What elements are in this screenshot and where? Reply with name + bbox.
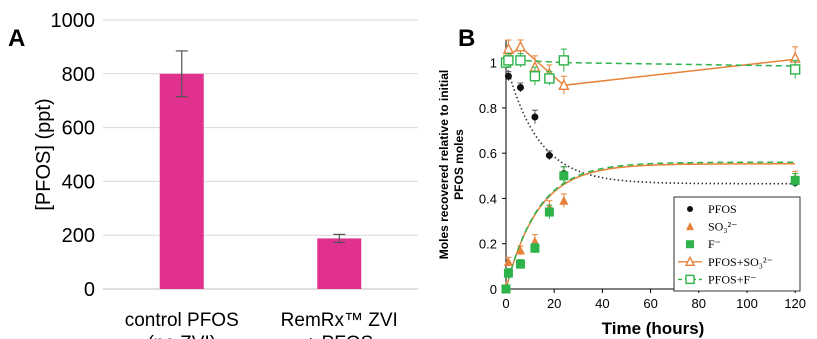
series-1-point-5 <box>559 195 569 205</box>
error-bar-0 <box>175 50 188 98</box>
panel-b-data-points <box>500 39 801 294</box>
panel-b-y-ticks: 0 0.2 0.4 0.6 0.8 1 <box>479 56 506 297</box>
x-tick-label-1: 20 <box>547 296 561 311</box>
series-2-point-6 <box>790 175 800 185</box>
series-3-point-2 <box>514 40 527 52</box>
series-4-point-4 <box>544 73 555 84</box>
series-4-point-2 <box>515 55 526 66</box>
x-tick-label-0: control PFOS (no ZVI) <box>125 310 239 339</box>
panel-a-y-ticks: 0 200 400 600 800 1000 <box>51 10 96 301</box>
panel-a-bars <box>159 50 362 289</box>
series-2-point-5 <box>559 171 569 181</box>
fit-curve-0 <box>505 62 796 185</box>
series-0-point-1 <box>504 72 512 80</box>
x-tick-label-2: 40 <box>595 296 609 311</box>
fit-curve-1 <box>505 163 796 290</box>
series-1-point-1 <box>503 256 513 266</box>
panel-a-label: A <box>8 25 25 52</box>
panel-b-label: B <box>458 25 475 52</box>
legend-box <box>673 196 801 292</box>
y-axis-label-line-1: PFOS moles <box>452 129 466 200</box>
y-tick-label-5: 1 <box>490 56 497 71</box>
fit-curve-4 <box>505 59 796 67</box>
error-bar-1 <box>333 233 346 244</box>
series-1-point-2 <box>515 245 525 255</box>
legend-marker-4 <box>685 274 695 285</box>
panel-a-x-ticks: control PFOS (no ZVI) RemRx™ ZVI + PFOS <box>125 310 398 339</box>
x-tick-label-4: 80 <box>692 296 706 311</box>
legend-label-0: PFOS <box>708 202 737 216</box>
series-0-point-4 <box>545 151 553 159</box>
series-2-point-1 <box>503 268 513 278</box>
legend-marker-1 <box>686 222 694 231</box>
x-tick-label-0-line-1: (no ZVI) <box>147 333 216 339</box>
legend-marker-3 <box>684 255 696 266</box>
x-tick-label-1-line-0: RemRx™ ZVI <box>281 310 398 331</box>
x-tick-label-1-line-1: + PFOS <box>305 333 373 339</box>
x-tick-label-0-line-0: control PFOS <box>125 310 239 331</box>
y-tick-label-4: 0.8 <box>479 101 497 116</box>
y-tick-label-1: 0.2 <box>479 237 497 252</box>
panel-a-y-axis-label: [PFOS] (ppt) <box>33 98 55 210</box>
series-0-point-3 <box>531 113 539 121</box>
panel-b-legend: PFOS SO₃²⁻ F⁻ PFOS+SO₃²⁻ PFOS+F⁻ <box>673 196 801 292</box>
series-2-point-4 <box>544 207 554 217</box>
series-3 <box>500 39 801 95</box>
y-axis-label-text: Moles recovered relative to initialPFOS … <box>437 70 466 259</box>
legend-marker-0 <box>687 206 693 212</box>
y-tick-label-2: 400 <box>62 171 95 193</box>
panel-b-x-axis-label: Time (hours) <box>602 319 705 338</box>
y-tick-label-3: 0.6 <box>479 146 497 161</box>
y-tick-label-1: 200 <box>62 225 95 247</box>
legend-marker-2 <box>686 240 694 249</box>
legend-label-2: F⁻ <box>708 237 721 251</box>
x-tick-label-0: 0 <box>502 296 509 311</box>
series-4-point-5 <box>558 55 570 66</box>
series-4-point-3 <box>529 71 541 82</box>
legend-label-4: PFOS+F⁻ <box>708 272 756 286</box>
x-tick-label-5: 100 <box>736 296 758 311</box>
panel-a: A 0 200 400 600 800 1000 [PFOS] (ppt) control… <box>8 10 418 339</box>
series-2-point-0 <box>501 284 511 294</box>
y-tick-label-3: 600 <box>62 118 95 140</box>
series-2 <box>501 166 800 294</box>
panel-b-y-axis-label: Moles recovered relative to initialPFOS … <box>437 70 466 259</box>
x-tick-label-6: 120 <box>784 296 806 311</box>
series-3-point-5 <box>558 78 570 90</box>
bar-1 <box>317 238 362 289</box>
y-tick-label-4: 800 <box>62 64 95 86</box>
x-tick-label-3: 60 <box>643 296 657 311</box>
series-1-point-3 <box>530 236 540 246</box>
legend-label-1: SO₃²⁻ <box>708 220 737 234</box>
series-3-point-1 <box>502 42 515 54</box>
series-4 <box>500 48 801 86</box>
y-tick-label-2: 0.4 <box>479 191 497 206</box>
panel-a-gridlines <box>103 19 418 290</box>
x-tick-label-1: RemRx™ ZVI + PFOS <box>281 310 398 339</box>
panel-b-x-ticks: 0 20 40 60 80 100 120 <box>502 289 806 311</box>
series-4-point-6 <box>789 64 801 75</box>
y-axis-label-line-0: Moles recovered relative to initial <box>437 70 451 259</box>
y-tick-label-5: 1000 <box>51 10 96 32</box>
y-tick-label-0: 0 <box>490 282 497 297</box>
fit-curve-2 <box>505 161 796 290</box>
series-4-point-1 <box>503 55 514 66</box>
series-2-point-2 <box>515 259 525 269</box>
legend-label-3: PFOS+SO₃²⁻ <box>708 255 773 269</box>
series-2-point-3 <box>530 243 540 253</box>
series-0-point-2 <box>516 84 524 92</box>
bar-0 <box>159 73 204 289</box>
panel-b: B 0 0.2 0.4 0.6 0.8 1 0 20 40 60 80 100 120 Moles r… <box>437 25 806 338</box>
y-tick-label-0: 0 <box>84 279 95 301</box>
